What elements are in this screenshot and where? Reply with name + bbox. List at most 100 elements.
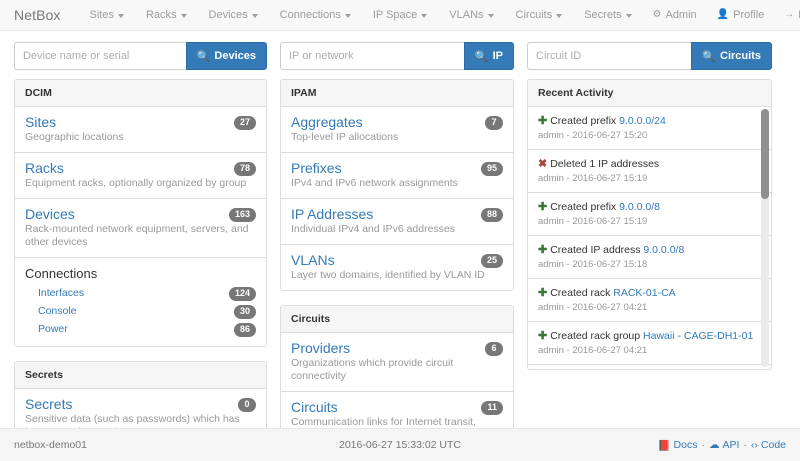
nav-item-vlans[interactable]: VLANs [438, 9, 504, 21]
plus-icon: ✚ [538, 330, 548, 342]
list-item-racks[interactable]: Racks 78 Equipment racks, optionally org… [15, 152, 266, 198]
nav-item-label: Sites [89, 9, 114, 21]
brand-logo[interactable]: NetBox [14, 7, 61, 23]
search-icon: 🔍 [474, 50, 489, 63]
device-search-button-label: Devices [214, 50, 256, 62]
list-item-providers[interactable]: Providers 6 Organizations which provide … [281, 333, 513, 391]
activity-item[interactable]: ✚ Created rack group Hawaii - CAGE-DH1-01… [528, 321, 771, 364]
nav-item-racks[interactable]: Racks [135, 9, 198, 21]
activity-text: Created IP address [550, 244, 641, 256]
device-search-group: 🔍 Devices [14, 42, 267, 70]
panel-circuits-title: Circuits [281, 306, 513, 333]
chevron-down-icon [421, 13, 428, 18]
nav-logout-link[interactable]: → Log out [774, 9, 800, 21]
nav-item-devices[interactable]: Devices [198, 9, 269, 21]
activity-scrollbar-thumb[interactable] [761, 109, 769, 199]
nav-profile-link[interactable]: 👤 Profile [707, 9, 775, 21]
cloud-icon: ☁ [708, 439, 720, 451]
power-link[interactable]: Power [38, 323, 68, 335]
interfaces-link[interactable]: Interfaces [38, 287, 85, 299]
activity-meta: admin - 2016-06-27 15:18 [538, 259, 648, 270]
sublist-item-interfaces[interactable]: Interfaces 124 [25, 284, 256, 302]
providers-count-badge: 6 [485, 342, 503, 356]
activity-text: Deleted 1 IP addresses [550, 158, 660, 170]
footer-hostname: netbox-demo01 [14, 439, 87, 451]
ip-search-input[interactable] [280, 42, 464, 70]
nav-item-secrets[interactable]: Secrets [573, 9, 642, 21]
nav-item-label: Connections [279, 9, 341, 21]
activity-scroll-area[interactable]: ✚ Created prefix 9.0.0.0/24 admin - 2016-… [528, 107, 771, 369]
nav-item-ip-space[interactable]: IP Space [362, 9, 438, 21]
activity-meta: admin - 2016-06-27 15:19 [538, 173, 648, 184]
aggregates-count-badge: 7 [485, 116, 503, 130]
list-item-vlans[interactable]: VLANs 25 Layer two domains, identified b… [281, 244, 513, 290]
nav-item-sites[interactable]: Sites [79, 9, 135, 21]
activity-text: Created rack [550, 287, 611, 299]
device-search-input[interactable] [14, 42, 186, 70]
activity-link[interactable]: 9.0.0.0/24 [619, 115, 666, 127]
column-activity: Recent Activity ✚ Created prefix 9.0.0.0/… [527, 79, 772, 384]
activity-link[interactable]: RACK-01-CA [613, 287, 676, 299]
nav-item-circuits[interactable]: Circuits [505, 9, 574, 21]
book-icon: 📕 [657, 439, 671, 452]
nav-item-label: IP Space [372, 9, 418, 21]
list-item-connections: Connections Interfaces 124 Console 30 Po… [15, 257, 266, 346]
sublist-item-console[interactable]: Console 30 [25, 302, 256, 320]
console-link[interactable]: Console [38, 305, 77, 317]
circuit-search-input[interactable] [527, 42, 692, 70]
providers-link[interactable]: Providers [291, 340, 351, 356]
ip-search-button[interactable]: 🔍 IP [463, 42, 514, 70]
footer-separator: · [743, 439, 747, 451]
activity-link[interactable]: 9.0.0.0/8 [619, 201, 660, 213]
aggregates-link[interactable]: Aggregates [291, 114, 363, 130]
ip-addresses-count-badge: 88 [480, 208, 503, 222]
racks-count-badge: 78 [233, 162, 256, 176]
list-item-ip-addresses[interactable]: IP Addresses 88 Individual IPv4 and IPv6… [281, 198, 513, 244]
activity-item[interactable]: ✎Modified device type Dell PowerEdge R63… [528, 364, 771, 369]
ip-addresses-description: Individual IPv4 and IPv6 addresses [291, 223, 456, 235]
dcim-item-list: Sites 27 Geographic locations Racks 78 E… [15, 107, 266, 346]
footer-api-link[interactable]: ☁ API [709, 439, 739, 451]
activity-link[interactable]: 9.0.0.0/8 [643, 244, 685, 256]
ip-search-group: 🔍 IP [280, 42, 514, 70]
vlans-link[interactable]: VLANs [291, 252, 335, 268]
connections-sublist: Interfaces 124 Console 30 Power 86 [25, 284, 256, 338]
logout-icon: → [784, 9, 795, 20]
chevron-down-icon [625, 13, 632, 18]
list-item-prefixes[interactable]: Prefixes 95 IPv4 and IPv6 network assign… [281, 152, 513, 198]
activity-line: ✚ Created prefix 9.0.0.0/24 [538, 114, 755, 128]
list-item-sites[interactable]: Sites 27 Geographic locations [15, 107, 266, 152]
secrets-link[interactable]: Secrets [25, 396, 73, 412]
activity-meta: admin - 2016-06-27 15:19 [538, 216, 648, 227]
devices-link[interactable]: Devices [25, 206, 75, 222]
nav-item-connections[interactable]: Connections [269, 9, 362, 21]
list-item-aggregates[interactable]: Aggregates 7 Top-level IP allocations [281, 107, 513, 152]
sublist-item-power[interactable]: Power 86 [25, 320, 256, 338]
nav-item-label: Devices [208, 9, 248, 21]
circuits-link[interactable]: Circuits [291, 399, 338, 415]
navbar-user-menu: ⚙ Admin 👤 Profile → Log out [643, 9, 800, 21]
sites-link[interactable]: Sites [25, 114, 57, 130]
activity-scrollbar-track[interactable] [761, 109, 769, 367]
navbar-menu: Sites Racks Devices Connections IP Space… [79, 9, 643, 21]
activity-link[interactable]: Hawaii - CAGE-DH1-01 [643, 330, 754, 342]
activity-item[interactable]: ✚ Created IP address 9.0.0.0/8 admin - 20… [528, 235, 771, 278]
circuit-search-button[interactable]: 🔍 Circuits [691, 42, 772, 70]
nav-admin-link[interactable]: ⚙ Admin [643, 9, 707, 21]
activity-list: ✚ Created prefix 9.0.0.0/24 admin - 2016-… [528, 107, 771, 369]
footer-code-link[interactable]: ‹› Code [751, 439, 786, 451]
device-search-button[interactable]: 🔍 Devices [185, 42, 267, 70]
plus-icon: ✚ [538, 201, 548, 213]
footer-docs-link[interactable]: 📕 Docs [657, 439, 697, 452]
nav-item-label: Circuits [515, 9, 553, 21]
racks-link[interactable]: Racks [25, 160, 64, 176]
prefixes-link[interactable]: Prefixes [291, 160, 342, 176]
circuits-count-badge: 11 [481, 401, 503, 415]
ip-addresses-link[interactable]: IP Addresses [291, 206, 374, 222]
activity-item[interactable]: ✚ Created prefix 9.0.0.0/8 admin - 2016-0… [528, 192, 771, 235]
list-item-devices[interactable]: Devices 163 Rack-mounted network equipme… [15, 198, 266, 257]
activity-item[interactable]: ✚ Created prefix 9.0.0.0/24 admin - 2016-… [528, 107, 771, 149]
activity-item[interactable]: ✚ Created rack RACK-01-CA admin - 2016-06… [528, 278, 771, 321]
plus-icon: ✚ [538, 244, 548, 256]
activity-item[interactable]: ✖ Deleted 1 IP addresses admin - 2016-06-… [528, 149, 771, 192]
